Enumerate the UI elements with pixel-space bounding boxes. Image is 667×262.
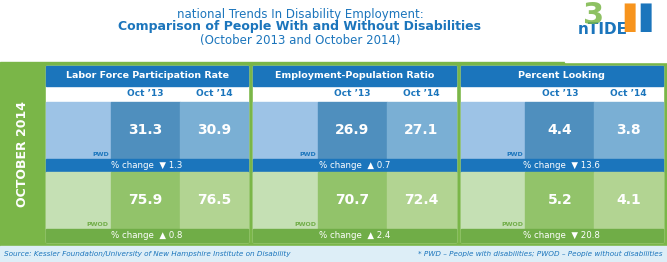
Bar (461, 172, 526, 229)
Text: Oct ’14: Oct ’14 (403, 90, 440, 99)
Text: Oct ’13: Oct ’13 (127, 90, 163, 99)
Text: 26.9: 26.9 (336, 123, 370, 138)
Bar (253, 159, 456, 172)
Text: 31.3: 31.3 (128, 123, 162, 138)
Text: Oct ’14: Oct ’14 (610, 90, 647, 99)
Bar (46, 229, 248, 242)
Text: PWOD: PWOD (294, 222, 316, 227)
Bar (461, 102, 526, 159)
Bar (111, 102, 179, 159)
Bar (387, 102, 456, 159)
Bar (461, 229, 663, 242)
Text: PWD: PWD (299, 152, 316, 157)
Text: * PWD – People with disabilities; PWOD – People without disabilities: * PWD – People with disabilities; PWOD –… (418, 251, 663, 257)
Bar (179, 102, 248, 159)
Bar (318, 172, 387, 229)
Text: PWOD: PWOD (87, 222, 109, 227)
Text: ▐: ▐ (629, 4, 651, 32)
Bar (253, 66, 456, 242)
Text: Comparison of People With and Without Disabilities: Comparison of People With and Without Di… (119, 20, 482, 33)
Text: 5.2: 5.2 (548, 194, 572, 208)
Bar (461, 159, 663, 172)
Bar (46, 102, 111, 159)
Bar (526, 172, 594, 229)
Bar (46, 66, 248, 242)
Bar (526, 102, 594, 159)
Bar (318, 102, 387, 159)
Text: 70.7: 70.7 (336, 194, 370, 208)
Text: Percent Looking: Percent Looking (518, 72, 605, 80)
Text: ▐: ▐ (614, 4, 635, 32)
Text: 3: 3 (584, 2, 604, 30)
Bar (179, 172, 248, 229)
Bar (0, 62, 667, 262)
Bar (387, 172, 456, 229)
Text: % change  ▲ 0.7: % change ▲ 0.7 (319, 161, 390, 170)
Text: Source: Kessler Foundation/University of New Hampshire Institute on Disability: Source: Kessler Foundation/University of… (4, 251, 291, 257)
Text: PWD: PWD (92, 152, 109, 157)
Text: nTIDE: nTIDE (578, 23, 628, 37)
Text: PWD: PWD (507, 152, 524, 157)
Text: PWOD: PWOD (502, 222, 524, 227)
Text: 30.9: 30.9 (197, 123, 231, 138)
Text: 75.9: 75.9 (128, 194, 162, 208)
Text: OCTOBER 2014: OCTOBER 2014 (17, 101, 29, 207)
Text: % change  ▼ 13.6: % change ▼ 13.6 (524, 161, 600, 170)
Bar (594, 172, 663, 229)
Text: 27.1: 27.1 (404, 123, 438, 138)
Bar (111, 172, 179, 229)
Text: Labor Force Participation Rate: Labor Force Participation Rate (65, 72, 229, 80)
Text: Employment-Population Ratio: Employment-Population Ratio (275, 72, 434, 80)
Text: (October 2013 and October 2014): (October 2013 and October 2014) (199, 34, 400, 47)
Bar (253, 102, 318, 159)
Text: 4.4: 4.4 (548, 123, 572, 138)
Text: Oct ’14: Oct ’14 (195, 90, 232, 99)
Text: Oct ’13: Oct ’13 (542, 90, 578, 99)
Text: national Trends In Disability Employment:: national Trends In Disability Employment… (177, 8, 424, 21)
Bar (46, 172, 111, 229)
Text: % change  ▲ 2.4: % change ▲ 2.4 (319, 231, 390, 240)
Bar (565, 0, 667, 62)
Text: 4.1: 4.1 (616, 194, 641, 208)
Text: % change  ▼ 1.3: % change ▼ 1.3 (111, 161, 183, 170)
Bar (461, 66, 663, 86)
Bar (46, 66, 248, 86)
Text: Oct ’13: Oct ’13 (334, 90, 371, 99)
Bar (594, 102, 663, 159)
Text: % change  ▼ 20.8: % change ▼ 20.8 (524, 231, 600, 240)
Text: 3.8: 3.8 (616, 123, 641, 138)
Text: 76.5: 76.5 (197, 194, 231, 208)
Text: 72.4: 72.4 (404, 194, 438, 208)
Bar (253, 172, 318, 229)
Bar (253, 229, 456, 242)
Bar (46, 159, 248, 172)
Bar (0, 246, 667, 262)
Bar (461, 66, 663, 242)
Text: % change  ▲ 0.8: % change ▲ 0.8 (111, 231, 183, 240)
Bar (0, 0, 667, 62)
Bar (253, 66, 456, 86)
